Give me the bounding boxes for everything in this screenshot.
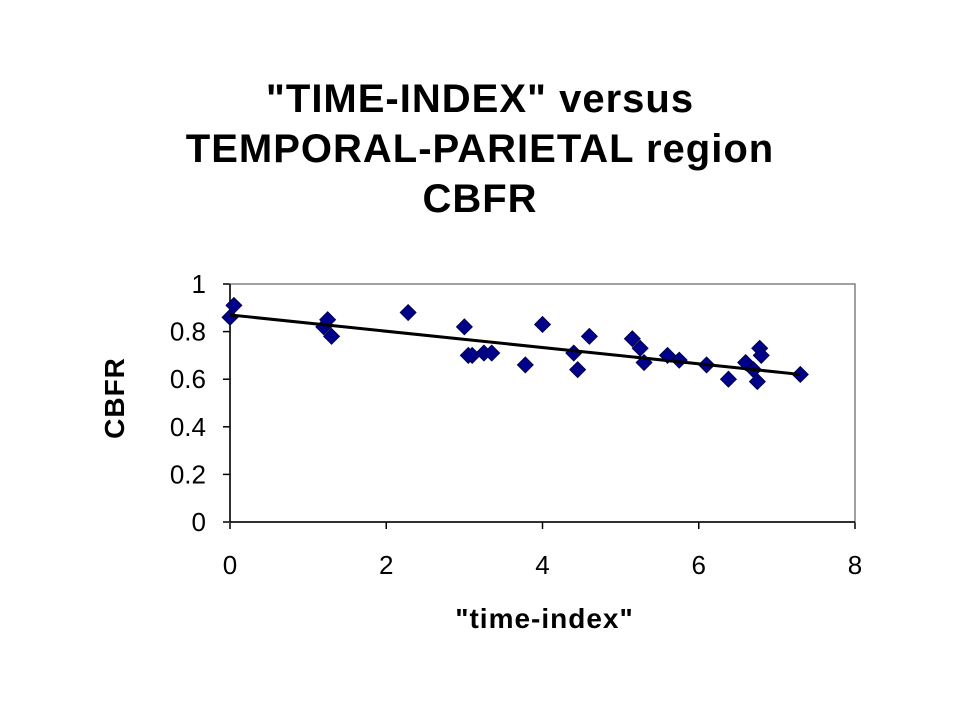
data-point bbox=[455, 318, 473, 336]
chart-title-line-1: "TIME-INDEX" versus bbox=[265, 77, 695, 121]
y-tick-label: 0.2 bbox=[170, 459, 206, 489]
y-tick-label: 1 bbox=[192, 269, 206, 299]
data-point bbox=[483, 344, 501, 362]
y-tick-label: 0.4 bbox=[170, 412, 206, 442]
data-point bbox=[399, 303, 417, 322]
y-axis-ticks: 0 0.2 0.4 0.6 0.8 1 bbox=[170, 269, 230, 537]
data-point bbox=[516, 356, 534, 374]
x-tick-label: 4 bbox=[535, 550, 549, 580]
data-point bbox=[565, 344, 583, 362]
x-tick-label: 2 bbox=[379, 550, 393, 580]
trendline bbox=[229, 313, 801, 376]
x-axis-ticks: 0 2 4 6 8 bbox=[223, 522, 862, 580]
data-point bbox=[533, 315, 552, 334]
data-point bbox=[623, 330, 641, 348]
x-axis-title: "time-index" bbox=[455, 603, 634, 634]
data-point bbox=[670, 351, 688, 369]
chart-title: "TIME-INDEX" versus TEMPORAL-PARIETAL re… bbox=[0, 74, 960, 224]
data-point bbox=[569, 361, 587, 379]
y-tick-label: 0.6 bbox=[170, 364, 206, 394]
data-point bbox=[322, 327, 341, 345]
y-tick-label: 0 bbox=[192, 507, 206, 537]
x-tick-label: 8 bbox=[848, 550, 862, 580]
data-point bbox=[225, 296, 243, 314]
chart-title-line-3: CBFR bbox=[422, 177, 538, 221]
chart-title-line-2: TEMPORAL-PARIETAL region bbox=[185, 127, 775, 171]
data-point bbox=[719, 370, 738, 388]
y-axis-title: CBFR bbox=[99, 357, 130, 439]
y-tick-label: 0.8 bbox=[170, 317, 206, 347]
x-tick-label: 6 bbox=[692, 550, 706, 580]
data-point bbox=[752, 346, 770, 364]
data-point bbox=[580, 327, 598, 345]
data-point bbox=[748, 373, 766, 391]
x-tick-label: 0 bbox=[223, 550, 237, 580]
